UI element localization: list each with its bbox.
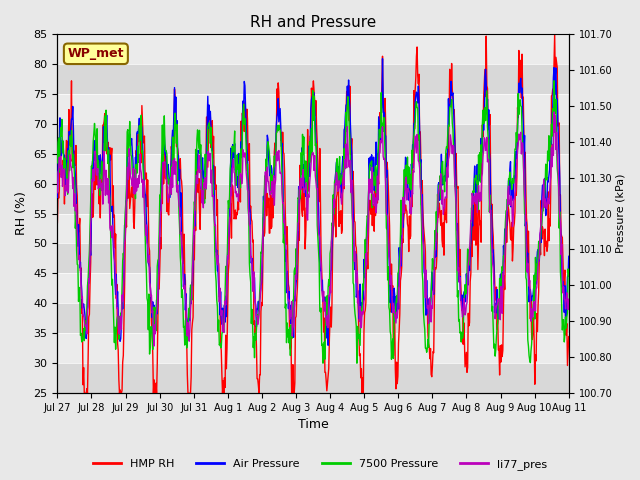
Bar [58, 274, 569, 303]
Bar [58, 214, 569, 243]
Y-axis label: Pressure (kPa): Pressure (kPa) [615, 174, 625, 253]
Bar [58, 303, 569, 333]
Bar [58, 94, 569, 124]
Y-axis label: RH (%): RH (%) [15, 192, 28, 236]
Bar [58, 64, 569, 94]
X-axis label: Time: Time [298, 419, 328, 432]
Bar [58, 124, 569, 154]
Legend: HMP RH, Air Pressure, 7500 Pressure, li77_pres: HMP RH, Air Pressure, 7500 Pressure, li7… [89, 455, 551, 474]
Bar [58, 333, 569, 363]
Bar [58, 243, 569, 274]
Bar [58, 154, 569, 184]
Bar [58, 363, 569, 393]
Bar [58, 184, 569, 214]
Bar [58, 34, 569, 64]
Title: RH and Pressure: RH and Pressure [250, 15, 376, 30]
Text: WP_met: WP_met [68, 48, 124, 60]
